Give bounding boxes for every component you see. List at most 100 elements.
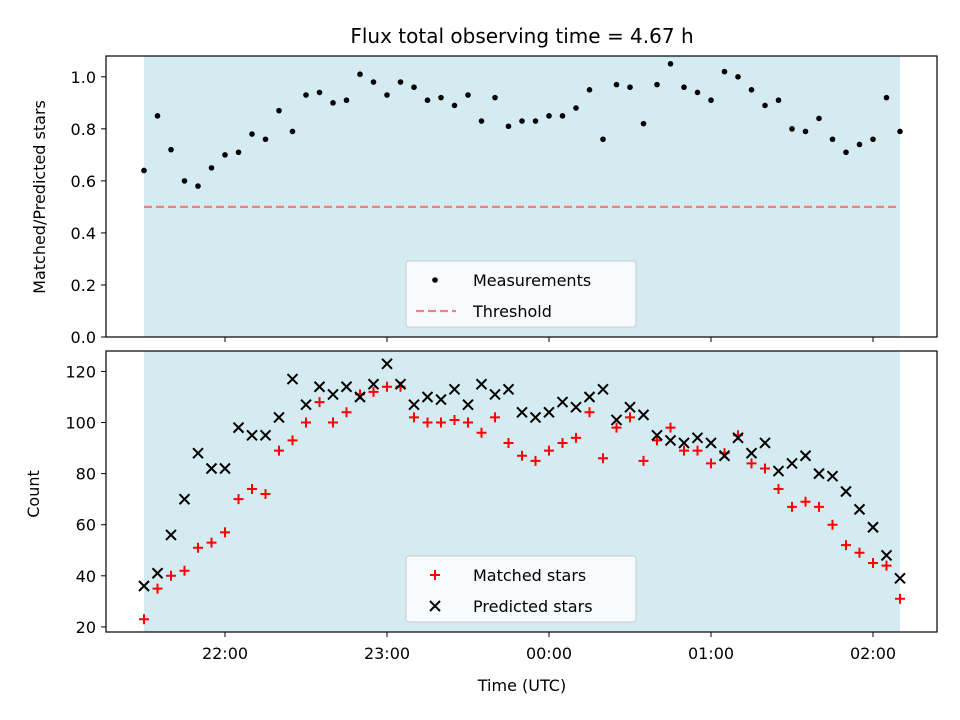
matched-star-point [314, 397, 325, 408]
predicted-star-point [745, 447, 758, 459]
predicted-star-point [435, 393, 447, 406]
measurement-point [775, 97, 782, 104]
measurement-point [667, 61, 674, 67]
measurement-point [181, 178, 188, 184]
measurement-point [573, 105, 579, 111]
measurement-point [735, 74, 741, 80]
y-tick-label: 1.0 [71, 68, 96, 87]
matched-star-point [517, 450, 527, 461]
measurement-point [289, 128, 296, 135]
matched-star-point [827, 519, 838, 530]
measurement-point [897, 128, 903, 135]
matched-star-point [625, 412, 635, 423]
measurement-point [721, 68, 728, 75]
predicted-star-point [529, 411, 542, 424]
predicted-star-point [691, 432, 704, 444]
measurement-point [708, 97, 714, 104]
measurement-point [397, 79, 404, 85]
predicted-star-point [219, 462, 231, 475]
matched-star-point [895, 593, 905, 604]
measurement-point [856, 141, 863, 148]
matched-star-point [598, 453, 608, 464]
y-tick-label: 0.4 [71, 224, 96, 243]
predicted-star-point [853, 503, 866, 516]
matched-star-point [179, 565, 190, 576]
legend-box [405, 260, 637, 328]
predicted-star-point [772, 465, 785, 477]
predicted-star-point [340, 381, 353, 393]
measurement-point [829, 136, 836, 143]
measurement-point [438, 94, 444, 101]
measurement-point [870, 136, 876, 143]
axes-frame [105, 350, 938, 633]
legend-plus-marker [430, 570, 440, 580]
matched-star-point [422, 417, 433, 428]
matched-star-point [247, 483, 257, 494]
predicted-star-point [327, 388, 339, 401]
predicted-star-point [138, 580, 150, 592]
measurement-point [492, 94, 498, 101]
legend: Measurements Threshold [405, 260, 637, 328]
y-tick-label: 40 [76, 567, 96, 586]
predicted-star-point [151, 567, 164, 579]
measurement-point [505, 123, 512, 130]
matched-star-point [463, 417, 473, 428]
matched-star-point [436, 417, 446, 428]
predicted-star-point [880, 549, 893, 562]
x-tick-label: 23:00 [364, 644, 410, 663]
measurement-point [600, 136, 606, 143]
predicted-star-point [597, 383, 609, 396]
measurement-point [465, 92, 471, 98]
matched-star-point [881, 560, 892, 571]
matched-star-point [274, 445, 284, 456]
predicted-star-point [583, 391, 596, 403]
measurement-point [303, 92, 309, 98]
measurement-point [235, 149, 242, 156]
predicted-star-point [651, 429, 663, 442]
legend-label: Threshold [472, 302, 552, 321]
predicted-star-point [502, 383, 515, 396]
legend-dot-marker [432, 277, 438, 283]
predicted-star-point [840, 485, 852, 498]
predicted-star-point [421, 391, 434, 403]
measurement-point [262, 136, 269, 143]
matched-star-point [503, 437, 514, 448]
matched-star-point [193, 542, 203, 553]
matched-star-point [611, 422, 622, 433]
predicted-star-point [637, 409, 650, 421]
matched-star-point [692, 445, 703, 456]
x-axis-label: Time (UTC) [477, 676, 566, 695]
measurement-point [154, 113, 161, 119]
predicted-star-point [489, 388, 501, 401]
legend-label: Matched stars [473, 566, 586, 585]
matched-star-point [287, 435, 298, 446]
x-tick-label: 22:00 [202, 644, 248, 663]
y-tick-label: 80 [76, 465, 96, 484]
measurement-point [654, 81, 660, 88]
measurement-point [748, 87, 755, 93]
measurement-point [451, 102, 458, 109]
predicted-star-point [556, 396, 569, 408]
matched-star-point [301, 417, 311, 428]
y-tick-label: 120 [65, 362, 96, 381]
measurement-point [586, 87, 593, 93]
measurement-point [276, 107, 282, 114]
predicted-star-point [759, 437, 771, 449]
matched-star-point [139, 614, 149, 625]
predicted-star-point [381, 358, 393, 370]
matched-star-point [868, 558, 878, 569]
measurement-point [424, 97, 431, 104]
matched-star-point [490, 412, 500, 423]
measurement-point [478, 118, 485, 124]
matched-star-point [382, 381, 392, 392]
matched-star-point [841, 540, 851, 551]
matched-star-point [854, 547, 865, 558]
predicted-star-point [610, 414, 623, 426]
predicted-star-point [205, 462, 218, 475]
matched-star-point [571, 432, 581, 443]
predicted-star-point [300, 398, 312, 411]
matched-star-point [665, 422, 676, 433]
measurement-point [519, 118, 525, 124]
matched-star-point [409, 412, 419, 423]
